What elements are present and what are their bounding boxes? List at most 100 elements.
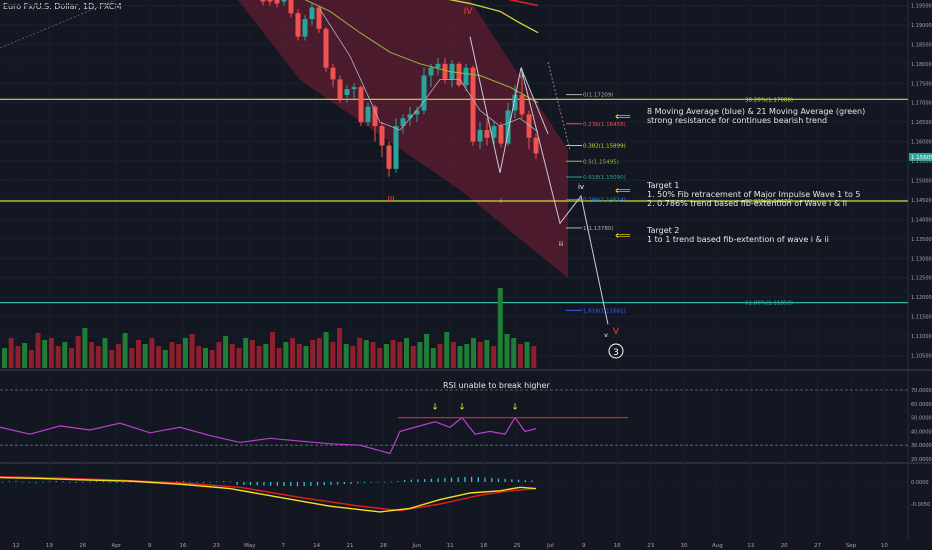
volume-bar	[363, 340, 369, 368]
macd-histogram-bar	[256, 482, 258, 486]
wave-path	[520, 67, 549, 135]
macd-histogram-bar	[511, 479, 513, 482]
macd-histogram-bar	[95, 481, 98, 482]
macd-histogram-bar	[437, 478, 439, 482]
volume-bar	[95, 346, 101, 368]
price-axis-label: 1.12000	[911, 295, 932, 301]
x-axis-label: 25	[514, 543, 521, 549]
price-axis-label: 1.14000	[911, 217, 932, 223]
x-axis-label: Apr	[111, 543, 121, 549]
volume-bar	[203, 348, 208, 368]
macd-histogram-bar	[457, 477, 459, 482]
volume-bar	[437, 344, 443, 368]
bearish-channel	[238, 0, 568, 278]
macd-histogram-bar	[477, 477, 479, 482]
macd-line	[0, 476, 537, 513]
candle-body	[379, 126, 385, 146]
volume-bar	[223, 336, 229, 368]
candle-body	[484, 129, 490, 138]
candle-body	[470, 67, 476, 142]
price-axis-label: 1.12500	[911, 276, 932, 282]
volume-bar	[15, 346, 21, 368]
macd-histogram-bar	[357, 482, 359, 484]
macd-histogram-bar	[290, 482, 292, 487]
volume-bar	[283, 342, 289, 368]
last-price-tag	[909, 152, 932, 161]
rsi-axis-label: 40.0000	[911, 429, 932, 435]
macd-histogram-bar	[203, 482, 205, 483]
x-axis-label: 23	[213, 543, 220, 549]
macd-histogram-bar	[390, 481, 392, 483]
macd-histogram-bar	[417, 479, 419, 482]
volume-bar	[82, 328, 88, 368]
volume-bar	[8, 338, 14, 368]
wave-label: i	[500, 198, 502, 205]
rsi-axis-label: 50.0000	[911, 416, 932, 422]
volume-bar	[343, 344, 349, 368]
volume-bar	[42, 340, 48, 368]
ma-line	[448, 0, 539, 34]
x-axis-label: 13	[747, 543, 754, 549]
fib-extension-label: 1.618(1.11661)	[583, 308, 626, 314]
price-axis-label: 1.13000	[911, 256, 932, 262]
volume-bar	[69, 348, 74, 368]
volume-bar	[497, 288, 503, 368]
macd-histogram-bar	[55, 481, 57, 482]
fib-extension-label: 1(1.13780)	[583, 226, 614, 232]
candle-body	[386, 145, 392, 169]
wave-label: III	[387, 195, 394, 204]
volume-bar	[149, 338, 155, 368]
macd-histogram-bar	[35, 482, 37, 483]
macd-histogram-bar	[310, 482, 312, 486]
macd-histogram-bar	[62, 481, 64, 483]
volume-bar	[102, 338, 108, 368]
price-axis-label: 1.18500	[911, 42, 932, 48]
macd-histogram-bar	[122, 482, 124, 483]
x-axis-label: 27	[814, 543, 821, 549]
candle-body	[316, 7, 322, 29]
price-axis-label: 1.11500	[911, 315, 932, 321]
macd-histogram-bar	[330, 482, 332, 485]
volume-bar	[337, 328, 342, 368]
volume-bar	[176, 344, 182, 368]
rsi-axis-label: 70.0000	[911, 388, 932, 394]
ma-line	[304, 0, 539, 104]
candle-body	[288, 0, 294, 14]
macd-histogram-bar	[82, 482, 84, 483]
candle-body	[456, 63, 462, 86]
x-axis-label: 14	[313, 543, 320, 549]
target2-line-1: 1 to 1 trend based fib-extention of wave…	[647, 235, 829, 244]
macd-histogram-bar	[524, 480, 526, 482]
macd-histogram-bar	[316, 482, 319, 486]
volume-bar	[397, 342, 403, 368]
macd-histogram-bar	[109, 482, 111, 483]
macd-histogram-bar	[377, 482, 379, 483]
macd-histogram-bar	[182, 481, 185, 482]
volume-bar	[256, 346, 262, 368]
volume-bar	[142, 344, 148, 368]
macd-histogram-bar	[229, 481, 232, 483]
volume-bar	[370, 342, 376, 368]
target2-title: Target 2	[647, 226, 680, 235]
volume-bar	[28, 350, 34, 368]
price-axis-label: 1.15000	[911, 179, 932, 185]
volume-bar	[296, 344, 302, 368]
volume-bar	[196, 346, 202, 368]
macd-histogram-bar	[189, 481, 191, 483]
chart-title: Euro Fx/U.S. Dollar, 1D, FXCM	[3, 2, 122, 11]
macd-histogram-bar	[75, 482, 77, 483]
macd-histogram-bar	[397, 481, 399, 482]
arrow-down-icon: ↓	[431, 402, 439, 412]
volume-bar	[330, 342, 336, 368]
arrow-left-icon: ⟸	[615, 184, 631, 197]
wave-label: 3	[613, 348, 619, 358]
volume-bar	[182, 338, 188, 368]
volume-bar	[477, 342, 483, 368]
volume-bar	[189, 334, 195, 368]
candle-body	[393, 126, 399, 169]
arrow-down-icon: ↓	[511, 402, 519, 412]
target1-line-2: 2. 0.786% trend based fib-extention of W…	[647, 199, 848, 208]
ma-note-line-2: strong resistance for continues bearish …	[647, 116, 828, 125]
volume-bar	[316, 338, 322, 368]
